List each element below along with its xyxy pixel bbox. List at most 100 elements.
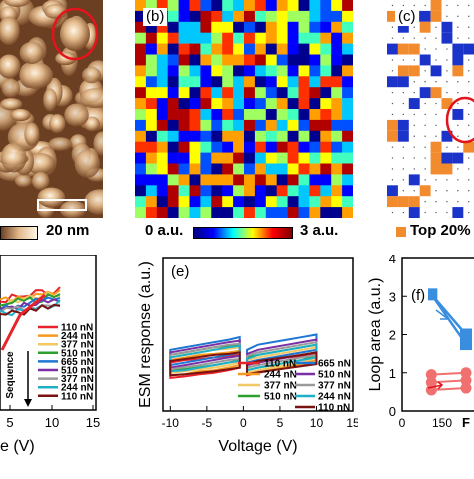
esm-map-cell [309, 54, 321, 66]
esm-map-cell [254, 185, 267, 197]
esm-map-cell [287, 21, 299, 33]
connector-line [431, 379, 467, 384]
esm-map-cell [320, 185, 332, 197]
grid-dot [391, 4, 394, 7]
grid-dot [468, 168, 470, 170]
esm-map-cell [156, 98, 168, 110]
map-cell-blue [419, 54, 431, 66]
x-tick-label: 0 [399, 416, 406, 430]
esm-map-cell [135, 21, 147, 33]
grid-dot [457, 37, 459, 39]
esm-map-cell [167, 141, 179, 153]
esm-map-cell [254, 76, 267, 88]
esm-map-cell [298, 174, 310, 186]
esm-map-cell [233, 43, 245, 55]
x-tick-label: 150 [432, 416, 452, 430]
esm-map-cell [156, 130, 168, 142]
loop-line [0, 291, 61, 307]
map-cell-blue [419, 87, 431, 99]
esm-map-cell [233, 207, 245, 219]
map-cell-top20 [463, 141, 474, 153]
esm-map-cell [135, 130, 147, 142]
grid-dot [435, 81, 437, 83]
grid-dot [457, 4, 459, 7]
grid-dot [468, 211, 470, 214]
grid-dot [391, 59, 394, 61]
esm-map-cell [331, 152, 343, 164]
esm-map-cell [265, 109, 277, 121]
esm-map-cell [211, 87, 223, 99]
esm-map-cell [342, 98, 354, 110]
esm-map-cell [167, 54, 179, 66]
esm-map-cell [331, 0, 343, 12]
esm-map-cell [276, 141, 288, 153]
esm-map-cell [265, 65, 277, 77]
grid-dot [446, 91, 448, 94]
grid-dot [468, 102, 470, 105]
esm-map-cell [331, 109, 343, 121]
topography-grain [37, 187, 66, 208]
grid-dot [413, 157, 415, 159]
esm-map-cell [265, 98, 277, 110]
esm-map-cell [200, 65, 212, 77]
grid-dot [424, 124, 426, 127]
grid-dot [424, 70, 426, 72]
esm-map-cell [200, 10, 212, 23]
esm-map-cell [244, 196, 256, 208]
esm-map-cell [309, 98, 321, 110]
esm-map-cell [298, 21, 310, 33]
grid-dot [457, 15, 459, 18]
esm-map-cell [320, 32, 332, 44]
esm-map-cell [200, 163, 212, 175]
esm-map-cell [265, 43, 277, 55]
esm-map-cell [189, 21, 201, 33]
x-tick-label: 15 [346, 416, 358, 430]
esm-map-cell [145, 152, 158, 164]
esm-map-cell [211, 207, 223, 219]
scale-bar-label: 20 nm [46, 222, 90, 239]
map-cell-top20 [408, 43, 420, 55]
topography-grain [10, 108, 31, 122]
esm-map-cell [189, 174, 201, 186]
esm-map-cell [254, 119, 267, 132]
map-cell-top20 [387, 130, 398, 142]
esm-map-cell [222, 0, 234, 12]
map-cell-top20 [441, 98, 453, 109]
esm-map-cell [342, 141, 354, 153]
esm-map-cell [222, 98, 234, 110]
esm-map-cell [244, 207, 256, 219]
esm-map-cell [309, 174, 321, 186]
esm-map-cell [309, 0, 321, 12]
grid-dot [424, 200, 426, 203]
esm-map-cell [233, 98, 245, 110]
circle-marker [460, 367, 472, 379]
map-cell-top20 [441, 163, 453, 175]
esm-map-cell [145, 130, 158, 142]
esm-map-cell [320, 152, 332, 164]
esm-map-cell [145, 0, 158, 12]
map-cell-top20 [387, 119, 398, 131]
esm-map-cell [298, 130, 310, 142]
esm-map-cell [265, 0, 277, 12]
grid-dot [435, 135, 437, 137]
grid-dot [457, 102, 459, 105]
grid-dot [435, 211, 437, 214]
esm-map-cell [254, 21, 267, 33]
grid-dot [457, 124, 459, 127]
x-tick-label: 10 [45, 415, 59, 430]
topography-grain [0, 16, 20, 46]
esm-map-cell [167, 185, 179, 197]
map-cell-top20 [430, 87, 442, 99]
map-cell-blue [452, 109, 464, 120]
grid-dot [402, 168, 405, 170]
grid-dot [402, 190, 405, 192]
panel-d-loops: 110 nN 244 nN 377 nN 510 nN 665 nN 510 nN 377 … [0, 255, 118, 474]
esm-map-cell [222, 87, 234, 99]
esm-map-cell [298, 98, 310, 110]
esm-map-cell [254, 130, 267, 142]
esm-map-cell [276, 119, 288, 132]
esm-map-cell [200, 32, 212, 44]
esm-map-cell [178, 141, 190, 153]
loop-line [246, 351, 318, 376]
